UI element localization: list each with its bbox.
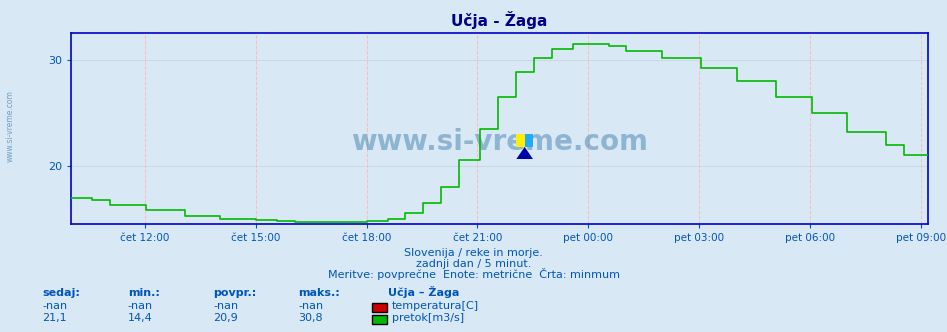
Title: Učja - Žaga: Učja - Žaga (452, 11, 547, 29)
Text: sedaj:: sedaj: (43, 288, 80, 298)
Bar (516, 134, 525, 147)
Text: zadnji dan / 5 minut.: zadnji dan / 5 minut. (416, 259, 531, 269)
Bar (525, 134, 533, 147)
Text: www.si-vreme.com: www.si-vreme.com (6, 90, 15, 162)
Text: -nan: -nan (43, 301, 68, 311)
Text: -nan: -nan (213, 301, 239, 311)
Text: Slovenija / reke in morje.: Slovenija / reke in morje. (404, 248, 543, 258)
Text: www.si-vreme.com: www.si-vreme.com (351, 128, 648, 156)
Polygon shape (516, 147, 533, 159)
Text: min.:: min.: (128, 288, 160, 298)
Text: temperatura[C]: temperatura[C] (392, 301, 479, 311)
Text: pretok[m3/s]: pretok[m3/s] (392, 313, 464, 323)
Text: -nan: -nan (128, 301, 153, 311)
Text: 30,8: 30,8 (298, 313, 323, 323)
Text: Učja – Žaga: Učja – Žaga (388, 286, 459, 298)
Text: maks.:: maks.: (298, 288, 340, 298)
Text: 14,4: 14,4 (128, 313, 152, 323)
Text: 21,1: 21,1 (43, 313, 67, 323)
Text: -nan: -nan (298, 301, 324, 311)
Text: povpr.:: povpr.: (213, 288, 257, 298)
Text: Meritve: povprečne  Enote: metrične  Črta: minmum: Meritve: povprečne Enote: metrične Črta:… (328, 268, 619, 280)
Text: 20,9: 20,9 (213, 313, 238, 323)
